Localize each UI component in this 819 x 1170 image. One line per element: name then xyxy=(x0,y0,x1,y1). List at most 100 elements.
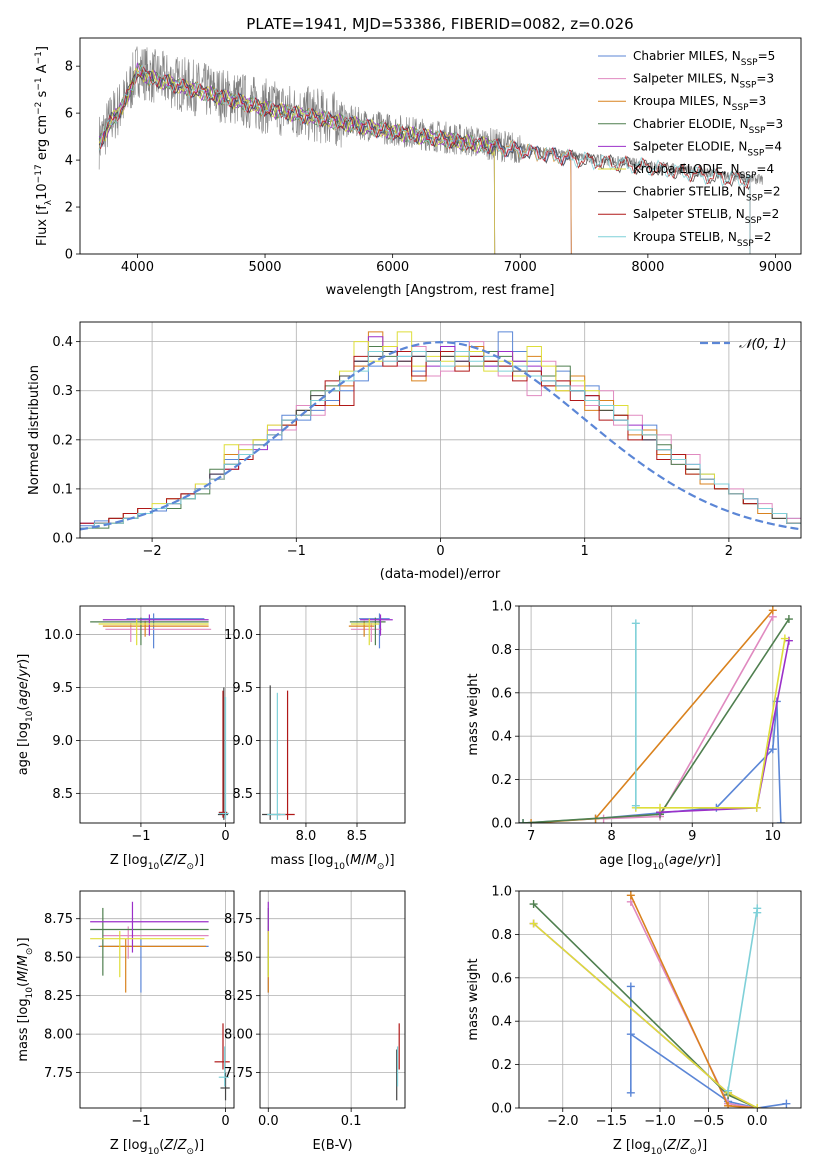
x-tick-label: 8 xyxy=(608,829,616,844)
legend-entry: Chabrier ELODIE, NSSP=3 xyxy=(633,117,783,136)
axes-frame xyxy=(79,37,802,255)
x-axis-label: Z [log10(Z/Z⊙)] xyxy=(110,1138,204,1157)
x-tick-label: 0 xyxy=(436,544,444,559)
y-tick-label: 10.0 xyxy=(44,628,73,643)
y-tick-label: 0.0 xyxy=(491,817,512,832)
x-tick-label: 7 xyxy=(527,829,535,844)
x-tick-label: −1.0 xyxy=(644,1114,676,1129)
y-tick-label: 7.75 xyxy=(44,1066,73,1081)
panel-residuals: −2 −1 0 1 2 0.0 0.1 0.2 0.3 0.4 𝒩(0, 1) (data-model… xyxy=(27,321,802,582)
x-tick-label: −1 xyxy=(131,829,150,844)
x-tick-label: 8.0 xyxy=(296,829,317,844)
x-tick-label: 0 xyxy=(221,829,229,844)
legend-entry: Chabrier MILES, NSSP=5 xyxy=(633,49,775,68)
model-line-4 xyxy=(98,62,496,254)
plot-area-weight_vs_Z xyxy=(519,891,801,1108)
y-tick-label: 9.5 xyxy=(232,681,253,696)
model-line-2 xyxy=(98,65,572,254)
axes-frame xyxy=(79,605,235,824)
weight-line-2 xyxy=(531,609,774,823)
y-tick-label: 8.00 xyxy=(224,1028,253,1043)
axes-frame xyxy=(518,605,802,824)
x-tick-label: 8000 xyxy=(631,260,664,275)
y-tick-label: 0 xyxy=(65,248,73,263)
axes-frame xyxy=(259,890,406,1109)
y-tick-label: 8.5 xyxy=(52,787,73,802)
y-tick-label: 0.4 xyxy=(52,335,73,350)
y-axis-label: mass weight xyxy=(466,673,481,755)
x-tick-label: −2.0 xyxy=(547,1114,579,1129)
legend-entry: Salpeter MILES, NSSP=3 xyxy=(633,72,774,91)
weight-line-1 xyxy=(603,616,774,820)
weight-line-5 xyxy=(533,922,758,1108)
y-tick-label: 8.75 xyxy=(224,912,253,927)
weight-marker xyxy=(626,1088,635,1097)
weight-marker xyxy=(519,819,528,823)
spectrum-legend: Chabrier MILES, NSSP=5 Salpeter MILES, NS… xyxy=(598,49,783,249)
model-line-1 xyxy=(99,66,572,254)
y-axis-label: Flux [fλ10−17 erg cm−2 s−1 A−1] xyxy=(34,46,54,246)
data-spectrum-line xyxy=(98,46,763,185)
weight-line-4 xyxy=(533,922,758,1108)
legend-entry: Salpeter STELIB, NSSP=2 xyxy=(633,207,779,226)
weight-marker xyxy=(631,801,640,810)
y-tick-label: 0.0 xyxy=(491,1102,512,1117)
panel-weight_vs_age: 7 8 9 10 0.0 0.2 0.4 0.6 0.8 1.0 age [log10(age/yr… xyxy=(466,600,802,872)
y-tick-label: 8.00 xyxy=(44,1028,73,1043)
y-tick-label: 9.5 xyxy=(52,681,73,696)
weight-line-0 xyxy=(522,701,782,823)
gaussian-curve xyxy=(80,341,801,531)
x-tick-label: −1 xyxy=(287,544,306,559)
x-axis-label: Z [log10(Z/Z⊙)] xyxy=(613,1138,707,1157)
weight-marker xyxy=(782,1099,791,1108)
y-tick-label: 2 xyxy=(65,201,73,216)
model-line-8 xyxy=(98,64,751,254)
legend-entry: Kroupa STELIB, NSSP=2 xyxy=(633,230,771,249)
panel-mass_vs_EBV: 0.0 0.1 7.75 8.00 8.25 8.50 8.75 E(B-V) xyxy=(224,890,406,1153)
x-tick-label: 6000 xyxy=(376,260,409,275)
y-tick-label: 0.8 xyxy=(491,643,512,658)
plot-area-mass_vs_Z xyxy=(80,891,234,1108)
x-axis-label: mass [log10(M/M⊙)] xyxy=(270,853,394,872)
y-tick-label: 0.6 xyxy=(491,686,512,701)
x-axis-label: wavelength [Angstrom, rest frame] xyxy=(326,283,555,298)
x-tick-label: 0.1 xyxy=(341,1114,362,1129)
y-tick-label: 9.0 xyxy=(52,734,73,749)
y-tick-label: 8.5 xyxy=(232,787,253,802)
model-line-3 xyxy=(98,62,496,254)
legend-entry: Kroupa ELODIE, NSSP=4 xyxy=(633,162,774,181)
weight-marker xyxy=(776,819,785,823)
x-axis-label: (data-model)/error xyxy=(380,567,501,582)
y-tick-label: 8.75 xyxy=(44,912,73,927)
model-line-7 xyxy=(98,66,751,254)
x-axis-label: E(B-V) xyxy=(312,1138,352,1153)
y-tick-label: 6 xyxy=(65,107,73,122)
model-line-0 xyxy=(98,68,572,254)
x-tick-label: 1 xyxy=(581,544,589,559)
y-axis-label: mass weight xyxy=(466,958,481,1040)
x-axis-label: Z [log10(Z/Z⊙)] xyxy=(110,853,204,872)
y-tick-label: 0.0 xyxy=(52,532,73,547)
axes-frame xyxy=(79,321,802,539)
weight-marker xyxy=(631,619,640,628)
panel-age_vs_mass: 8.0 8.5 8.5 9.0 9.5 10.0 mass [log10(M/M⊙)] xyxy=(224,605,406,872)
y-tick-label: 0.4 xyxy=(491,1015,512,1030)
axes-frame xyxy=(79,890,235,1109)
plot-area-residuals xyxy=(80,322,801,538)
y-tick-label: 1.0 xyxy=(491,600,512,615)
x-tick-label: −1 xyxy=(131,1114,150,1129)
panel-weight_vs_Z: −2.0 −1.5 −1.0 −0.5 0.0 0.0 0.2 0.4 0.6 0.8 1.0 Z [… xyxy=(466,885,802,1157)
weight-marker xyxy=(626,1030,635,1039)
y-tick-label: 0.8 xyxy=(491,928,512,943)
y-axis-label: age [log10(age/yr)] xyxy=(16,654,35,776)
x-tick-label: −2 xyxy=(143,544,162,559)
weight-marker xyxy=(780,634,789,643)
y-tick-label: 0.2 xyxy=(491,1058,512,1073)
y-axis-label: Normed distribution xyxy=(27,365,42,495)
y-tick-label: 10.0 xyxy=(224,628,253,643)
weight-marker xyxy=(527,819,536,823)
weight-marker xyxy=(656,803,664,812)
axes-frame xyxy=(259,605,406,824)
